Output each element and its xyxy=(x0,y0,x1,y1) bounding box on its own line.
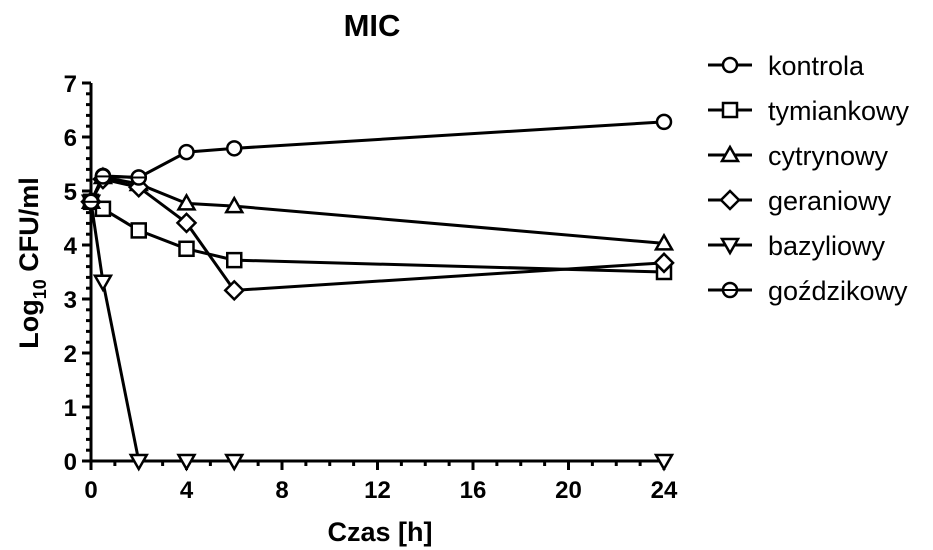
data-point xyxy=(178,240,195,258)
legend-label: tymiankowy xyxy=(768,96,910,126)
data-point xyxy=(653,453,675,472)
legend-marker xyxy=(721,281,739,299)
chart-title: MIC xyxy=(344,8,401,43)
data-point xyxy=(128,453,149,472)
x-tick-label: 16 xyxy=(460,477,487,504)
legend-marker xyxy=(719,189,741,211)
y-axis-label: Log10 CFU/ml xyxy=(14,177,50,349)
legend-item: geraniowy xyxy=(708,186,892,216)
y-axis-label-sub: 10 xyxy=(30,279,50,299)
data-point xyxy=(94,168,112,185)
legend-item: goździkowy xyxy=(708,276,908,306)
legend-marker xyxy=(721,56,739,74)
x-tick-label: 0 xyxy=(84,477,97,504)
y-tick-label: 6 xyxy=(64,125,77,152)
y-tick-label: 3 xyxy=(64,287,77,314)
series-line xyxy=(89,120,665,203)
data-point xyxy=(82,193,100,211)
data-point xyxy=(653,232,675,251)
legend-item: tymiankowy xyxy=(708,96,910,126)
data-point xyxy=(178,143,195,161)
legend-item: cytrynowy xyxy=(708,141,889,171)
data-point xyxy=(224,453,245,472)
legend-marker xyxy=(719,237,741,256)
data-point xyxy=(224,195,245,214)
y-axis-label-main: Log xyxy=(14,299,44,348)
y-tick-label: 7 xyxy=(64,71,77,98)
data-point xyxy=(176,453,197,472)
svg-text:Log10 CFU/ml: Log10 CFU/ml xyxy=(14,177,50,349)
data-point xyxy=(653,252,675,274)
legend-label: kontrola xyxy=(768,51,865,81)
data-point xyxy=(176,192,197,211)
data-point xyxy=(175,212,198,234)
legend: kontrola tymiankowy cytrynowy geraniowy bazy… xyxy=(708,51,910,306)
legend-label: cytrynowy xyxy=(768,141,889,171)
series-4 xyxy=(80,168,675,302)
data-point xyxy=(226,251,243,269)
y-tick-label: 1 xyxy=(64,395,77,422)
data-point xyxy=(223,279,246,302)
legend-item: kontrola xyxy=(708,51,865,81)
y-tick-label: 2 xyxy=(64,341,77,368)
data-point xyxy=(130,222,147,239)
x-tick-label: 12 xyxy=(364,477,391,504)
y-tick-label: 4 xyxy=(64,233,78,260)
data-point xyxy=(92,274,114,293)
x-tick-label: 4 xyxy=(180,477,194,504)
data-point xyxy=(226,140,243,157)
y-tick-label: 5 xyxy=(64,179,77,206)
legend-marker xyxy=(721,101,739,119)
legend-label: goździkowy xyxy=(768,276,908,306)
data-point xyxy=(655,113,673,131)
plot-area xyxy=(80,113,675,472)
x-tick-label: 20 xyxy=(555,477,582,504)
legend-marker xyxy=(719,144,741,163)
data-point xyxy=(130,169,147,186)
series-3 xyxy=(80,166,675,251)
series-1 xyxy=(82,113,673,211)
x-tick-label: 24 xyxy=(651,477,678,504)
legend-label: bazyliowy xyxy=(768,231,886,261)
y-axis-label-rest: CFU/ml xyxy=(14,177,44,279)
series-6 xyxy=(82,168,147,211)
x-axis-label: Czas [h] xyxy=(327,517,432,547)
y-tick-label: 0 xyxy=(64,449,77,476)
legend-label: geraniowy xyxy=(768,186,892,216)
legend-item: bazyliowy xyxy=(708,231,886,261)
series-line xyxy=(89,201,664,463)
x-tick-label: 8 xyxy=(275,477,288,504)
